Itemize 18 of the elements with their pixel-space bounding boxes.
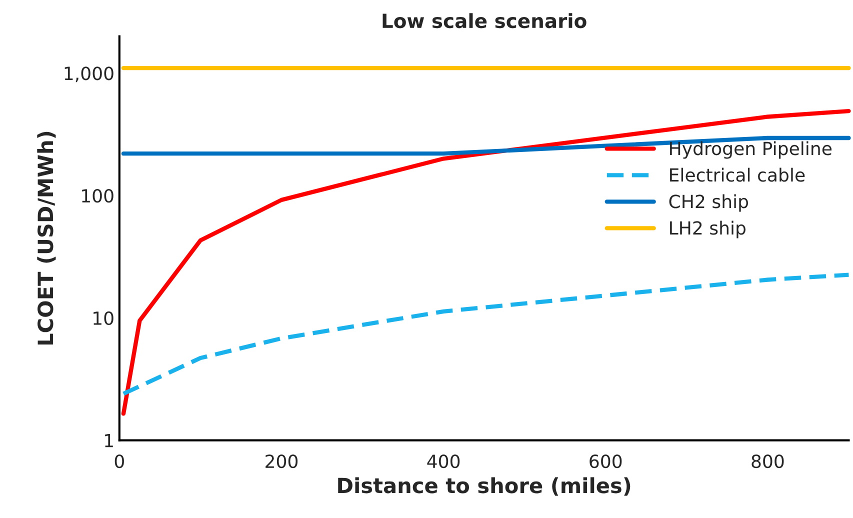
- x-tick-label: 400: [427, 454, 460, 468]
- line-series: [121, 108, 851, 416]
- legend-label: Electrical cable: [670, 168, 805, 182]
- x-axis-title: Distance to shore (miles): [338, 477, 630, 496]
- legend-label: Hydrogen Pipeline: [670, 141, 832, 159]
- x-tick-label: 200: [266, 454, 298, 468]
- y-tick-label: 100: [82, 188, 114, 203]
- chart-title: Low scale scenario: [382, 13, 586, 28]
- x-tick-label: 800: [752, 454, 784, 468]
- x-tick-label: 600: [590, 454, 622, 468]
- legend-label: LH2 ship: [670, 220, 746, 238]
- y-tick-label: 1: [105, 434, 113, 448]
- x-tick-label: 0: [114, 454, 124, 468]
- y-axis-title: LCOET (USD/MWh): [37, 132, 56, 345]
- line-series: [121, 272, 851, 396]
- y-tick-label: 10: [94, 311, 114, 326]
- legend-label: CH2 ship: [669, 194, 748, 212]
- y-tick-label: 1,000: [64, 66, 114, 82]
